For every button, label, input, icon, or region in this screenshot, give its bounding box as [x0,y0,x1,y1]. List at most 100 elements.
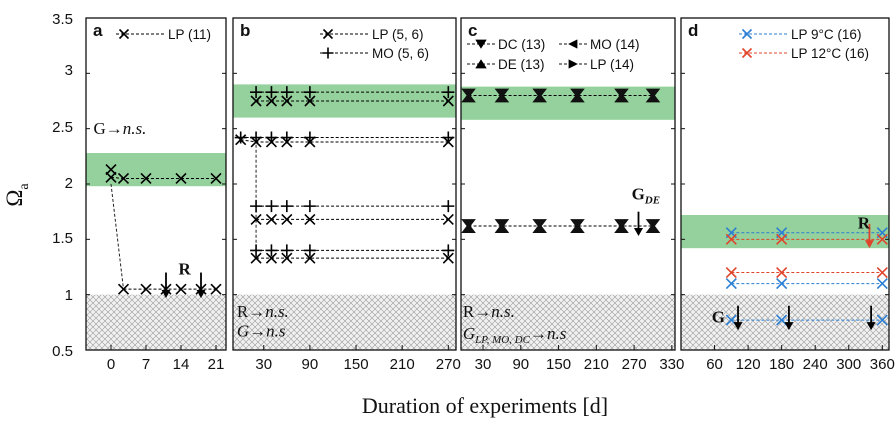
annotation: GDE [632,184,661,206]
annotation: GLP, MO, DC→n.s [463,324,567,346]
annotation-tail: →n.s [530,324,567,343]
annotation-text: G→ [94,119,123,138]
data-point [265,213,278,225]
data-point [250,252,262,264]
y-tick-label: 0.5 [52,343,73,360]
x-tick-label: 14 [173,356,190,373]
annotation: G [712,307,725,326]
annotation-italic: n.s. [123,119,147,138]
data-point [210,172,222,185]
hatch-band [233,294,456,350]
data-point [265,131,278,144]
green-band [461,86,675,120]
series [461,88,661,103]
legend-item: LP (5, 6) [320,27,424,42]
data-point [725,266,737,279]
x-tick-label: 210 [390,356,415,373]
panels: G→n.s.R0 7 14 21a LP (11)R→n.s.G→n.s30 90 150 2… [85,17,895,373]
legend-label: DE (13) [498,57,545,72]
annotation-arrow [196,272,206,298]
legend-label: LP 12°C (16) [791,46,869,61]
annotation: R→n.s. [463,302,515,321]
annotation-text: G [712,307,725,326]
data-point [532,219,547,233]
data-point [140,283,152,295]
x-tick-label: 270 [622,356,647,373]
series-line [240,139,449,143]
series [105,164,222,295]
x-tick-label: 60 [706,356,723,373]
legend-item: LP (11) [116,27,211,42]
data-point [303,131,316,144]
legend-marker [118,28,130,40]
annotation-text: R [179,260,192,279]
x-tick-label: 210 [584,356,609,373]
arrow-head [196,289,206,298]
arrow-head [161,289,171,298]
x-tick-label: 90 [302,356,319,373]
data-point [105,171,117,183]
data-point [280,86,293,99]
series [461,219,661,233]
y-tick-label: 1.5 [52,230,73,247]
legend-marker [741,28,753,40]
y-tick-label: 2 [65,175,73,192]
legend-marker [741,47,753,59]
x-tick-label: 330 [659,356,684,373]
legend-marker [475,59,487,69]
svg-text:Ωa: Ωa [2,183,32,207]
annotation-text: R→ [237,302,265,321]
arrow-head [866,322,876,331]
annotation-text: R [858,213,871,232]
data-point [280,200,293,213]
annotation-arrow [633,211,643,237]
annotation-arrow [784,305,794,331]
data-point [570,219,585,233]
x-tick-label: 30 [475,356,492,373]
data-point [140,172,152,185]
annotation-text: R→ [463,302,491,321]
data-point [876,278,888,290]
data-point [645,219,661,233]
green-band [86,153,226,187]
x-tick-label: 270 [436,356,461,373]
x-axis-title: Duration of experiments [d] [362,393,608,418]
data-point [280,244,293,257]
annotation: R→n.s. [237,302,289,321]
data-point [175,283,187,295]
data-point [442,252,454,264]
data-point [876,314,888,326]
legend-marker [322,47,334,59]
x-tick-label: 150 [546,356,571,373]
hatch-band [86,294,226,350]
data-point [494,219,510,233]
data-point [461,88,476,103]
x-tick-label: 180 [769,356,794,373]
x-tick-label: 300 [836,356,861,373]
legend-label: LP 9°C (16) [791,27,861,42]
annotation-italic: n.s. [491,302,515,321]
panel-a: G→n.s. R 0 7 14 21 a LP (11) [85,17,227,373]
legend-marker [568,39,578,49]
legend-label: MO (5, 6) [372,46,429,61]
data-point [117,283,130,295]
data-point [776,266,788,279]
y-axis-title-main: Ω [2,190,27,207]
annotation-italic: G [463,324,475,343]
legend: LP 9°C (16) LP 12°C (16) [739,27,869,61]
data-point [210,283,222,295]
data-point [570,88,585,103]
data-point [532,88,547,103]
y-tick-labels: 3.5 3 2.5 2 1.5 1 0.5 [52,11,73,360]
arrow-head [784,322,794,331]
data-point [265,95,278,107]
data-point [265,86,278,99]
data-point [250,200,263,213]
annotation-arrow [864,223,874,249]
legend: LP (5, 6) MO (5, 6) [320,27,429,61]
annotation-italic: n.s. [265,302,289,321]
data-point [117,172,130,185]
data-point [304,95,316,107]
